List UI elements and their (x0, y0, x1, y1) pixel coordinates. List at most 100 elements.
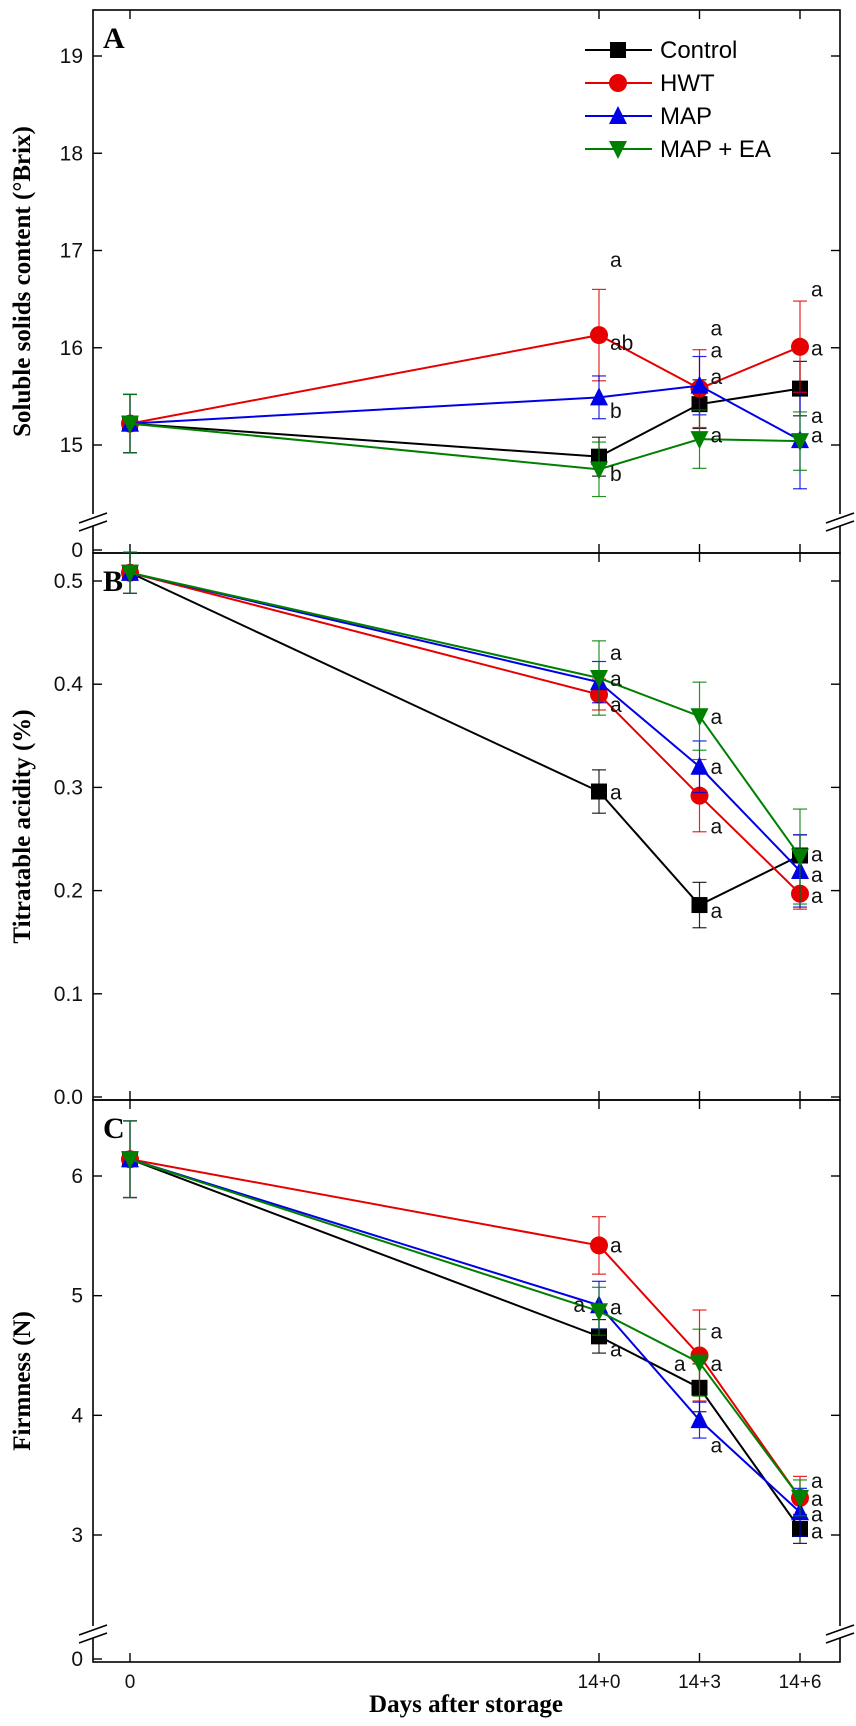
series-line (129, 571, 801, 872)
axis-break-mark (78, 1624, 108, 1636)
series-control (122, 1120, 808, 1544)
significance-letter: a (811, 424, 823, 447)
y-tick-label: 0.0 (54, 1086, 83, 1109)
significance-letter: a (711, 1321, 723, 1344)
legend-label: MAP + EA (660, 136, 771, 163)
series-map-ea (121, 551, 809, 905)
legend-marker (609, 141, 627, 159)
axis-break-mark (825, 520, 855, 532)
significance-letter: a (711, 317, 723, 340)
significance-letter: a (711, 900, 723, 923)
significance-letter: a (711, 1434, 723, 1457)
y-tick-label: 5 (71, 1285, 83, 1308)
y-tick-label: 6 (71, 1165, 83, 1188)
data-point (690, 1410, 709, 1429)
legend-label: MAP (660, 103, 712, 130)
legend: Control HWT MAP MAP + EA (585, 37, 771, 163)
significance-letter: a (711, 1353, 723, 1376)
series-line (129, 571, 801, 858)
y-tick-label: 0.3 (54, 776, 83, 799)
x-axis-label: Days after storage (369, 1691, 563, 1718)
significance-letter: b (610, 463, 622, 486)
y-tick-label: 0.2 (54, 880, 83, 903)
significance-letter: a (811, 843, 823, 866)
data-point (791, 337, 809, 356)
data-point (791, 1489, 809, 1508)
x-tick-label: 14+0 (578, 1672, 621, 1693)
axis-break-gap (826, 514, 854, 526)
axis-break-mark (78, 520, 108, 532)
y-tick-label: 0.5 (54, 570, 83, 593)
series-line (129, 571, 801, 907)
data-point (121, 564, 139, 583)
significance-letter: a (811, 864, 823, 887)
significance-letter: a (711, 756, 723, 779)
axis-break-gap (79, 1626, 107, 1638)
panel-b: B 0.0 0.1 0.2 0.3 0.4 0.5 Titratable acidity (%… (9, 551, 841, 1109)
legend-label: Control (660, 37, 737, 64)
y-tick-label: 16 (60, 337, 83, 360)
significance-letter: a (711, 340, 723, 363)
panel-letter: C (103, 1112, 125, 1145)
significance-letter: a (711, 424, 723, 447)
panel-letter: A (103, 22, 125, 55)
axis-break-mark (825, 512, 855, 524)
y-tick-label: 3 (71, 1524, 83, 1547)
significance-letter: a (711, 706, 723, 729)
data-point (590, 326, 608, 345)
x-tick-label: 14+3 (678, 1672, 721, 1693)
y-tick-label: 15 (60, 434, 83, 457)
data-point (590, 387, 608, 406)
plot-frame (92, 9, 841, 554)
significance-letter: ab (610, 332, 633, 355)
legend-marker (609, 106, 627, 124)
plot-frame (92, 552, 841, 1101)
significance-letter: a (811, 405, 823, 428)
significance-letter: a (610, 642, 622, 665)
data-point (690, 786, 709, 805)
data-point (121, 1151, 139, 1170)
y-tick-label: 19 (60, 45, 83, 68)
data-point (590, 670, 608, 689)
significance-letter: a (573, 1294, 585, 1317)
y-tick-label: 18 (60, 142, 83, 165)
significance-letter: a (811, 278, 823, 301)
data-point (590, 461, 608, 480)
series-hwt (121, 1120, 809, 1521)
y-tick-label: 0 (71, 1648, 83, 1671)
axis-break-gap (79, 514, 107, 526)
data-point (590, 1303, 608, 1322)
series-hwt (121, 551, 809, 910)
panel-a: A 15 16 17 18 19 0 Soluble solids content (°Bri… (9, 9, 855, 562)
data-point (591, 783, 607, 800)
series-map-ea (121, 393, 809, 498)
data-point (691, 897, 708, 914)
y-tick-label: 0.1 (54, 983, 83, 1006)
series-line (129, 571, 801, 895)
significance-letter: a (610, 1297, 622, 1320)
series-line (129, 384, 801, 442)
significance-letter: a (811, 1470, 823, 1493)
data-point (591, 1328, 607, 1345)
data-point (791, 433, 809, 452)
data-point (590, 1236, 608, 1255)
significance-letter: a (610, 694, 622, 717)
data-point (121, 415, 139, 434)
axis-break-gap (826, 1626, 854, 1638)
data-point (690, 708, 709, 727)
series-line (129, 1158, 801, 1499)
y-axis-label: Firmness (N) (9, 1311, 36, 1451)
data-point (690, 1354, 709, 1373)
series-line (129, 1158, 801, 1514)
significance-letter: b (610, 400, 622, 423)
series-line (129, 387, 801, 458)
series-map (121, 355, 809, 490)
panel-letter: B (103, 565, 123, 598)
series-control (122, 551, 808, 929)
y-tick-label: 4 (71, 1404, 83, 1427)
significance-letter: a (811, 1488, 823, 1511)
significance-letter: a (711, 816, 723, 839)
axis-break-mark (825, 1624, 855, 1636)
significance-letter: a (610, 249, 622, 272)
